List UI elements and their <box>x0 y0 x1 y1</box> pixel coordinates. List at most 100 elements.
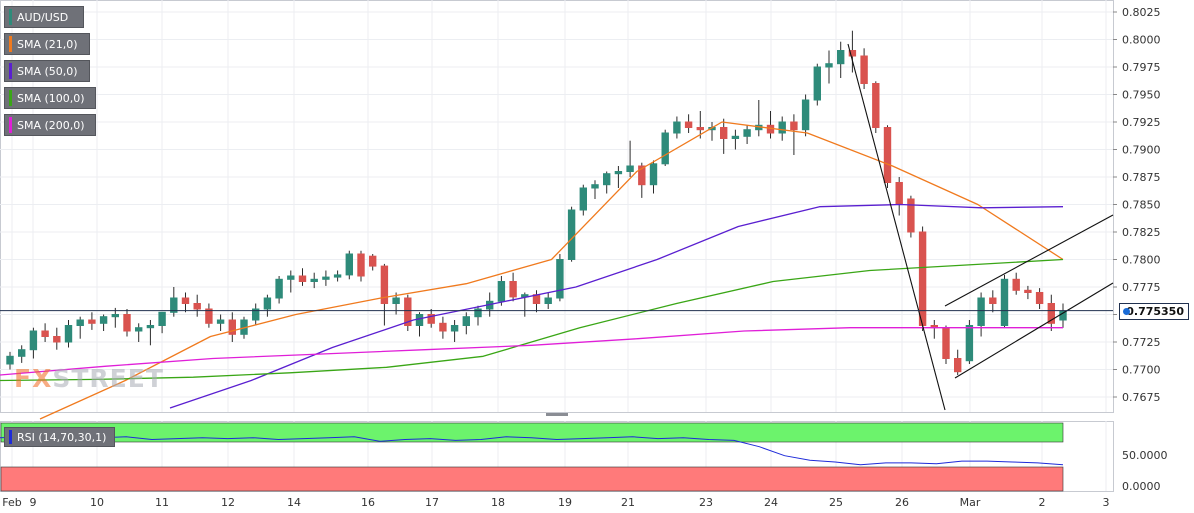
candle-body <box>193 303 201 310</box>
x-tick-label: 19 <box>558 496 572 509</box>
y-tick-label: 0.7825 <box>1122 226 1161 239</box>
candle-body <box>790 121 798 131</box>
candle-body <box>954 358 962 373</box>
candle-body <box>743 129 751 137</box>
x-tick-label: 10 <box>90 496 104 509</box>
candle-body <box>135 327 143 332</box>
candle-body <box>369 255 377 267</box>
candle-body <box>638 165 646 186</box>
legend-label: SMA (50,0) <box>17 64 78 78</box>
rsi-y-tick-label: 0.0000 <box>1122 480 1161 493</box>
x-tick-label: 26 <box>895 496 909 509</box>
candle-body <box>556 259 564 299</box>
candle-body <box>1035 292 1044 304</box>
candle-body <box>99 316 108 324</box>
candle-body <box>1012 278 1020 291</box>
candle-body <box>322 276 330 280</box>
legend-label: SMA (21,0) <box>17 37 78 51</box>
candle-body <box>380 265 389 305</box>
current-price-tag: 0.775350 <box>1119 303 1189 320</box>
candle-body <box>848 50 857 57</box>
candle-body <box>310 278 318 282</box>
candle-body <box>895 182 903 205</box>
candle-body <box>567 209 576 260</box>
candle-body <box>544 297 552 304</box>
candle-body <box>813 66 821 101</box>
candle-body <box>942 327 950 360</box>
candle-body <box>287 275 295 280</box>
rsi-y-tick-label: 50.0000 <box>1122 449 1168 462</box>
x-tick-label: 3 <box>1103 496 1110 509</box>
panel-resize-handle <box>546 413 568 416</box>
y-tick-label: 0.7950 <box>1122 89 1161 102</box>
legend-item[interactable]: SMA (50,0) <box>4 60 90 82</box>
candle-body <box>29 330 38 351</box>
sma-50-line <box>169 203 1064 409</box>
candle-body <box>825 63 833 68</box>
legend-swatch <box>9 36 12 52</box>
y-tick-label: 0.7900 <box>1122 144 1161 157</box>
candle-body <box>64 325 73 343</box>
legend-label: SMA (200,0) <box>17 118 85 132</box>
x-tick-label: 25 <box>829 496 843 509</box>
y-tick-label: 0.7675 <box>1122 391 1161 404</box>
candle-body <box>392 297 400 304</box>
legend-item[interactable]: AUD/USD <box>4 6 84 28</box>
candle-body <box>275 278 283 299</box>
candle-body <box>6 355 14 365</box>
rsi-oversold-band <box>0 466 1064 492</box>
candle-body <box>357 253 365 277</box>
y-tick-label: 0.7875 <box>1122 171 1161 184</box>
candle-body <box>872 83 880 128</box>
candle-body <box>649 163 658 186</box>
y-tick-label: 0.7700 <box>1122 364 1161 377</box>
candle-body <box>579 187 587 211</box>
x-tick-label: Mar <box>960 496 981 509</box>
candle-body <box>158 311 166 326</box>
trend-line <box>847 43 946 411</box>
channel-upper-line <box>944 214 1114 307</box>
y-tick-label: 0.7975 <box>1122 61 1161 74</box>
watermark-logo: FXSTREET <box>14 364 164 393</box>
y-tick-label: 0.8025 <box>1122 6 1161 19</box>
candle-body <box>146 325 155 329</box>
y-tick-label: 0.7725 <box>1122 336 1161 349</box>
candle-body <box>883 127 892 183</box>
candle-body <box>450 325 459 332</box>
x-tick-label: 23 <box>699 496 713 509</box>
x-tick-label: Feb <box>2 496 21 509</box>
candle-body <box>591 184 599 189</box>
legend-swatch <box>9 63 12 79</box>
x-tick-label: 9 <box>30 496 37 509</box>
x-tick-label: 24 <box>764 496 778 509</box>
candle-body <box>989 297 997 304</box>
candle-body <box>88 319 96 324</box>
candle-body <box>111 314 119 318</box>
candle-body <box>345 253 354 276</box>
candle-body <box>860 55 868 84</box>
sma-21-line <box>39 121 1064 420</box>
candle-body <box>696 127 704 131</box>
candle-body <box>977 297 985 326</box>
candle-body <box>626 165 634 172</box>
legend-item[interactable]: SMA (21,0) <box>4 33 90 55</box>
candle-body <box>439 322 447 332</box>
x-tick-label: 16 <box>361 496 375 509</box>
x-tick-label: 18 <box>491 496 505 509</box>
legend-swatch <box>9 9 12 25</box>
sma-100-line <box>0 258 1064 382</box>
candle-body <box>801 99 810 131</box>
rsi-legend: RSI (14,70,30,1) <box>4 427 116 447</box>
candle-body <box>170 297 178 313</box>
candle-body <box>918 231 927 326</box>
candle-body <box>720 127 728 139</box>
candle-body <box>1000 278 1009 326</box>
candle-body <box>298 275 307 282</box>
candle-body <box>474 308 482 318</box>
candle-body <box>404 297 412 326</box>
legend-item[interactable]: SMA (100,0) <box>4 87 96 109</box>
rsi-line <box>0 436 1064 466</box>
candle-body <box>263 297 272 310</box>
legend-item[interactable]: SMA (200,0) <box>4 114 96 136</box>
legend-label: AUD/USD <box>17 10 69 24</box>
